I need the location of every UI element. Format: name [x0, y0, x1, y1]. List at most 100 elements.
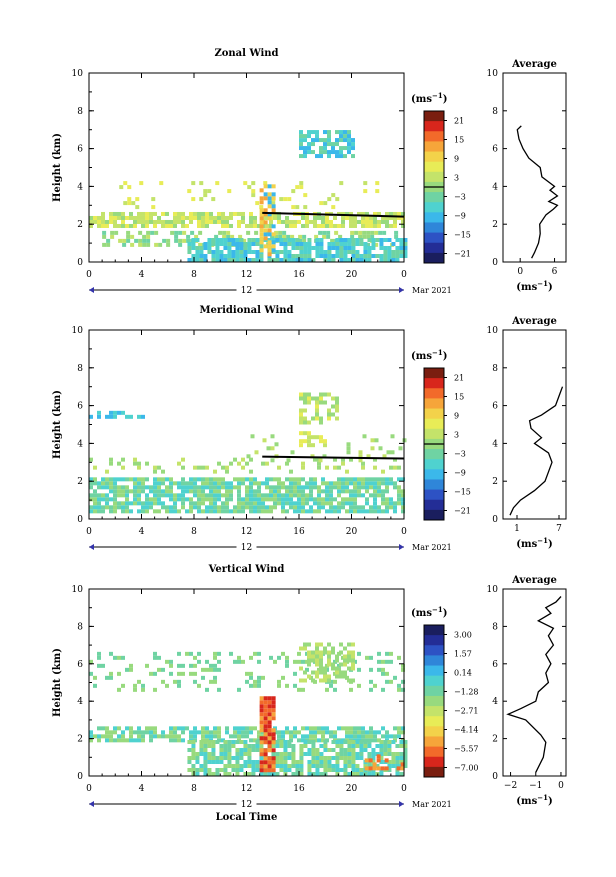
data-cell	[299, 185, 304, 190]
data-cell	[335, 400, 339, 405]
data-cell	[339, 246, 344, 250]
data-cell	[165, 683, 169, 688]
day-label: 12	[241, 286, 252, 296]
data-cell	[263, 212, 268, 217]
data-cell	[211, 756, 216, 760]
data-cell	[89, 219, 93, 224]
day-arrow-left	[89, 544, 94, 550]
data-cell	[381, 493, 385, 498]
data-cell	[133, 461, 137, 466]
data-cell	[273, 489, 277, 494]
colorbar-tick-label: 21	[454, 117, 464, 126]
data-cell	[309, 730, 313, 735]
data-cell	[377, 509, 381, 514]
data-cell	[121, 457, 125, 462]
data-cell	[126, 230, 131, 235]
y-tick-label: 6	[77, 660, 83, 670]
data-cell	[259, 720, 264, 725]
data-cell	[283, 764, 288, 768]
data-cell	[271, 712, 276, 717]
data-cell	[213, 481, 217, 486]
data-cell	[269, 223, 273, 228]
data-cell	[303, 439, 307, 444]
data-cell	[331, 396, 335, 401]
average-y-tick-label: 2	[492, 477, 498, 487]
data-cell	[89, 509, 93, 514]
data-cell	[165, 223, 169, 228]
data-cell	[285, 489, 289, 494]
data-cell	[349, 219, 353, 224]
data-cell	[385, 477, 389, 482]
data-cell	[333, 485, 337, 490]
data-cell	[311, 756, 316, 760]
data-cell	[363, 254, 368, 258]
data-cell	[187, 740, 192, 744]
data-cell	[137, 730, 141, 735]
data-cell	[263, 728, 268, 733]
average-y-tick-label: 2	[492, 735, 498, 745]
data-cell	[173, 497, 177, 502]
data-cell	[213, 730, 217, 735]
average-y-tick-label: 8	[492, 107, 498, 117]
data-cell	[319, 154, 323, 159]
data-cell	[353, 734, 357, 739]
data-cell	[339, 740, 344, 744]
data-cell	[366, 242, 371, 247]
data-cell	[311, 752, 316, 756]
data-cell	[141, 489, 145, 494]
data-cell	[249, 730, 253, 735]
data-cell	[319, 642, 323, 647]
data-cell	[205, 219, 209, 224]
data-cell	[255, 740, 260, 744]
data-cell	[291, 764, 296, 768]
data-cell	[125, 414, 129, 419]
data-cell	[267, 700, 272, 705]
data-cell	[325, 497, 329, 502]
data-cell	[325, 501, 329, 506]
x-tick-label: 0	[86, 270, 92, 280]
data-cell	[317, 489, 321, 494]
data-cell	[331, 764, 336, 768]
data-cell	[170, 230, 175, 235]
data-cell	[351, 258, 356, 262]
data-cell	[345, 509, 349, 514]
data-cell	[245, 485, 249, 490]
x-tick-label: 8	[191, 527, 197, 537]
data-cell	[217, 651, 221, 656]
data-cell	[177, 461, 181, 466]
data-cell	[323, 768, 328, 772]
data-cell	[281, 219, 285, 224]
data-cell	[357, 509, 361, 514]
data-cell	[237, 509, 241, 514]
data-cell	[191, 246, 196, 250]
data-cell	[135, 197, 140, 202]
data-cell	[207, 752, 212, 756]
data-cell	[349, 223, 353, 228]
average-y-tick-label: 10	[487, 326, 499, 336]
data-cell	[387, 768, 392, 772]
data-cell	[173, 219, 177, 224]
data-cell	[217, 477, 221, 482]
data-cell	[339, 674, 343, 679]
data-cell	[169, 223, 173, 228]
data-cell	[239, 748, 244, 752]
data-cell	[231, 744, 236, 748]
data-cell	[133, 223, 137, 228]
average-x-tick-label: 0	[517, 267, 523, 277]
data-cell	[125, 501, 129, 506]
data-cell	[93, 505, 97, 510]
data-cell	[381, 501, 385, 506]
data-cell	[177, 663, 181, 668]
data-cell	[363, 189, 368, 194]
data-cell	[169, 219, 173, 224]
data-cell	[251, 181, 256, 186]
y-tick-label: 4	[77, 439, 83, 449]
data-cell	[133, 489, 137, 494]
data-cell	[285, 485, 289, 490]
data-cell	[145, 211, 149, 216]
data-cell	[153, 485, 157, 490]
colorbar-segment	[424, 736, 444, 748]
data-cell	[398, 446, 403, 451]
data-cell	[149, 671, 153, 676]
data-cell	[129, 734, 133, 739]
